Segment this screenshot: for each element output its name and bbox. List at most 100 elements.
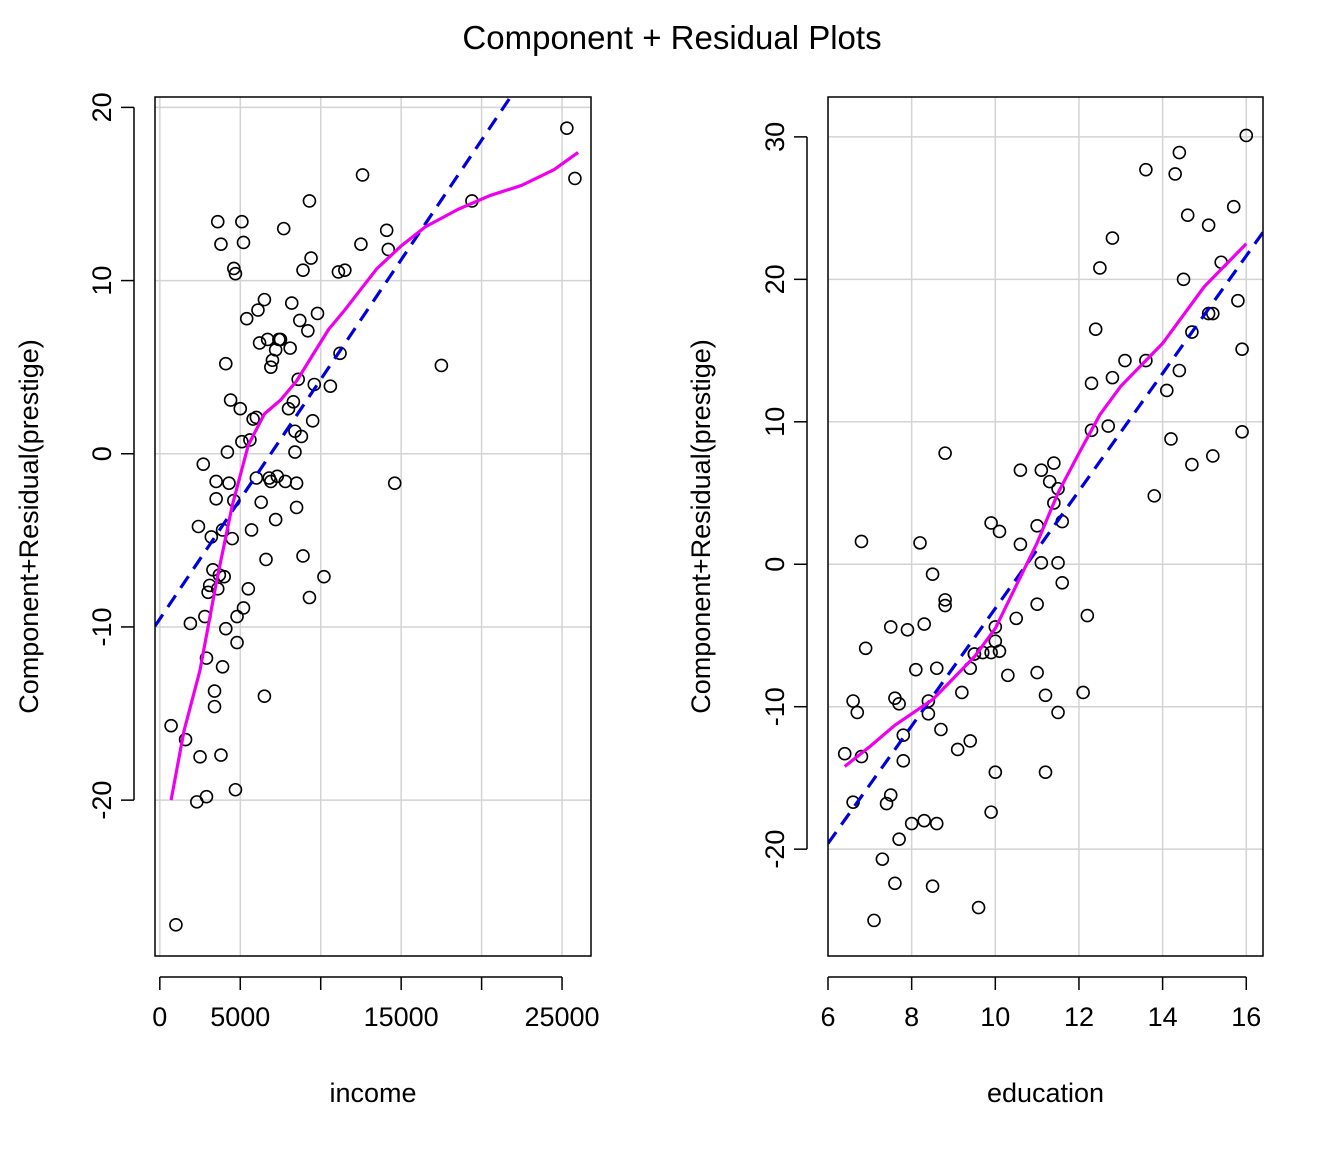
data-point: [252, 336, 267, 350]
data-point: [1105, 231, 1120, 245]
data-point: [837, 746, 852, 761]
data-point: [892, 697, 906, 711]
data-point: [992, 524, 1007, 539]
data-point: [209, 474, 223, 489]
y-tick-label: 30: [760, 122, 790, 152]
y-tick-label: -10: [760, 687, 790, 726]
data-point: [925, 879, 940, 893]
data-point: [302, 194, 317, 208]
data-point: [305, 414, 320, 428]
data-point: [223, 393, 238, 407]
data-point: [1088, 322, 1103, 337]
data-point: [1147, 489, 1162, 503]
data-point: [1038, 688, 1053, 703]
data-point: [1118, 353, 1132, 368]
data-point: [1055, 575, 1070, 590]
data-point: [1051, 556, 1065, 570]
y-tick-label: 0: [760, 557, 790, 572]
data-point: [1139, 353, 1153, 368]
data-point: [264, 360, 278, 374]
data-point: [1139, 162, 1153, 177]
data-point: [259, 552, 273, 567]
data-point: [289, 500, 304, 515]
x-axis: 6 8 10 12 14 16: [820, 976, 1261, 1032]
data-point: [917, 813, 932, 828]
data-point: [241, 582, 256, 596]
data-point: [268, 512, 283, 527]
data-point: [164, 718, 178, 733]
data-point: [1051, 705, 1065, 720]
data-point: [913, 536, 927, 550]
data-point: [225, 531, 240, 546]
data-point: [1076, 685, 1090, 700]
data-point: [273, 332, 288, 347]
data-point: [938, 598, 952, 613]
data-point: [283, 341, 297, 355]
data-point: [207, 684, 222, 698]
data-point: [1235, 424, 1249, 439]
y-tick-label: 0: [87, 446, 117, 461]
data-point: [218, 621, 233, 636]
data-point: [1206, 449, 1220, 463]
points: [164, 121, 582, 932]
data-point: [323, 379, 338, 394]
data-point: [354, 237, 368, 252]
data-point: [984, 516, 998, 530]
data-point: [434, 358, 449, 373]
data-point: [236, 601, 251, 615]
data-point: [302, 590, 317, 605]
data-point: [1034, 463, 1049, 478]
grid: [155, 97, 591, 956]
fit-lines: [828, 231, 1263, 845]
data-point: [257, 689, 272, 704]
data-point: [1201, 218, 1216, 233]
data-point: [917, 617, 932, 631]
data-point: [230, 635, 244, 650]
data-point: [222, 476, 236, 491]
data-point: [1105, 370, 1120, 385]
data-point: [296, 263, 310, 277]
data-point: [289, 476, 304, 491]
y-tick-label: -20: [760, 830, 790, 869]
data-point: [304, 251, 318, 265]
x-tick-label: 8: [904, 1002, 919, 1032]
data-point: [984, 645, 998, 660]
data-point: [955, 685, 969, 700]
x-tick-label: 16: [1231, 1002, 1261, 1032]
x-axis: 0 5000 15000 25000: [152, 976, 600, 1032]
data-point: [892, 832, 906, 846]
data-point: [904, 816, 919, 831]
data-point: [858, 641, 873, 656]
data-point: [1080, 608, 1095, 623]
data-point: [235, 434, 249, 449]
data-point: [1185, 457, 1199, 472]
data-point: [215, 659, 230, 674]
data-point: [169, 918, 183, 932]
data-point: [254, 495, 268, 510]
fit-lines: [155, 97, 580, 801]
data-point: [1001, 668, 1015, 683]
data-point: [178, 732, 193, 747]
data-point: [900, 622, 915, 637]
data-point: [934, 722, 948, 737]
data-point: [228, 782, 243, 797]
data-point: [1009, 611, 1024, 626]
y-axis-label: Component+Residual(prestige): [14, 339, 44, 713]
data-point: [257, 292, 272, 307]
data-point: [925, 567, 940, 582]
data-point: [1084, 376, 1099, 391]
y-tick-label: 10: [760, 407, 790, 437]
data-point: [387, 476, 402, 491]
data-point: [317, 569, 331, 584]
data-point: [235, 214, 249, 229]
data-point: [1013, 537, 1028, 552]
data-point: [850, 705, 865, 720]
smooth-line: [169, 151, 580, 801]
data-point: [193, 750, 207, 764]
linear-fit-line: [828, 231, 1263, 845]
data-point: [228, 266, 243, 281]
data-point: [244, 523, 259, 537]
x-tick-label: 6: [820, 1002, 835, 1032]
x-tick-label: 5000: [210, 1002, 270, 1032]
data-point: [1159, 383, 1174, 398]
